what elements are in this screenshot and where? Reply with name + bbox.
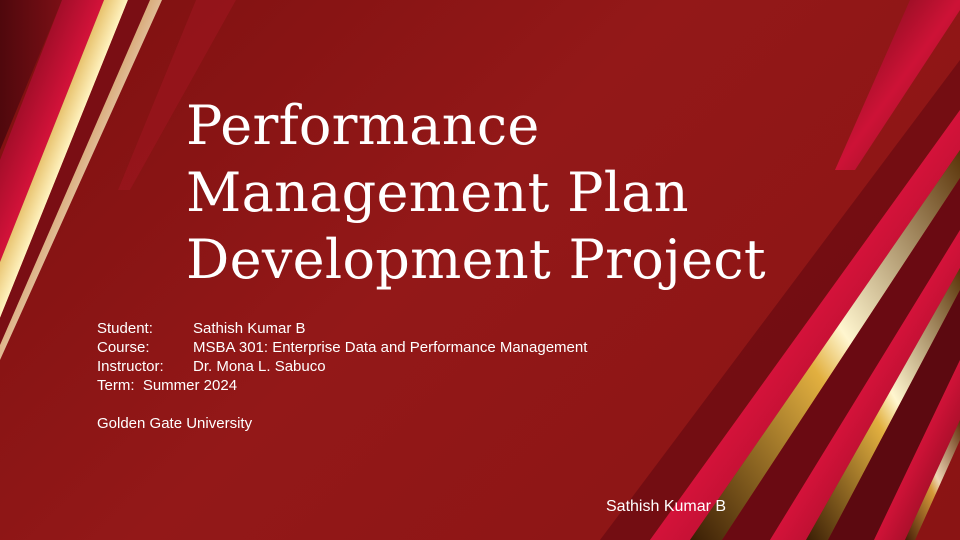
title-line-2: Management Plan [186,161,689,224]
title-line-3: Development Project [186,228,766,291]
course-label: Course: [97,339,150,356]
university-name: Golden Gate University [97,415,253,432]
student-row: Student: Sathish Kumar B [97,319,587,338]
footer-author-name: Sathish Kumar B [606,498,727,515]
student-value: Sathish Kumar B [193,320,306,337]
instructor-label: Instructor: [97,358,164,375]
course-value: MSBA 301: Enterprise Data and Performanc… [193,339,588,356]
title-line-1: Performance [186,94,540,157]
instructor-value: Dr. Mona L. Sabuco [193,358,326,375]
slide-title: Performance Management Plan Development … [186,92,826,293]
term-row: Term: Summer 2024 [97,377,238,394]
instructor-row: Instructor: Dr. Mona L. Sabuco [97,357,587,376]
course-row: Course: MSBA 301: Enterprise Data and Pe… [97,338,587,357]
student-label: Student: [97,320,153,337]
project-details: Student: Sathish Kumar B Course: MSBA 30… [97,319,587,433]
